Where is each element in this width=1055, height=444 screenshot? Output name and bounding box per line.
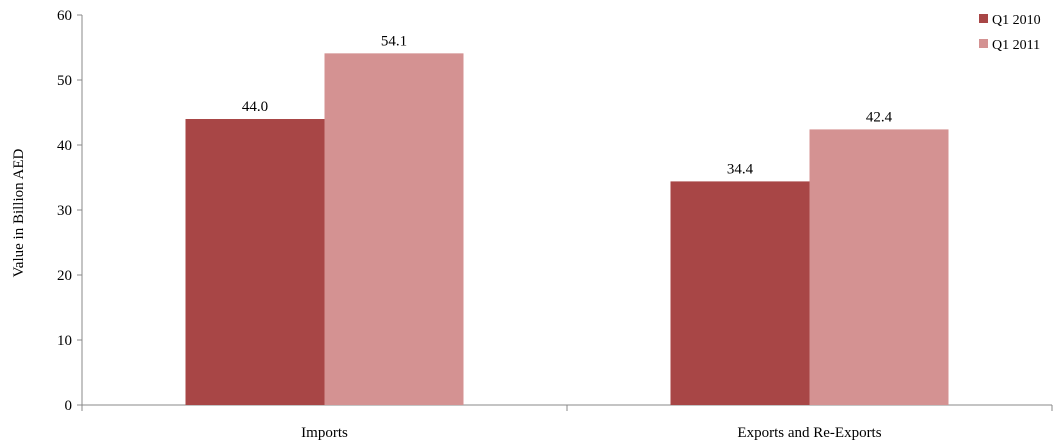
y-tick-label: 10 — [57, 333, 72, 349]
bar — [324, 53, 464, 405]
data-label: 42.4 — [866, 109, 893, 125]
legend-swatch — [979, 14, 988, 23]
legend-label: Q1 2011 — [992, 38, 1040, 53]
y-tick-label: 30 — [57, 203, 72, 219]
data-label: 34.4 — [727, 161, 754, 177]
data-label: 44.0 — [242, 99, 268, 115]
bar — [670, 181, 810, 405]
x-tick-label: Imports — [301, 425, 348, 441]
bars — [185, 53, 949, 405]
bar — [185, 119, 325, 405]
data-labels: 44.0 54.1 34.4 42.4 — [242, 33, 893, 177]
y-tick-label: 50 — [57, 73, 72, 89]
x-tick-label: Exports and Re-Exports — [737, 425, 881, 441]
y-axis: 0 10 20 30 40 50 60 — [57, 8, 83, 414]
legend: Q1 2010 Q1 2011 — [979, 13, 1041, 53]
y-tick-label: 60 — [57, 8, 72, 24]
y-tick-label: 40 — [57, 138, 72, 154]
legend-label: Q1 2010 — [992, 13, 1041, 28]
y-tick-label: 20 — [57, 268, 72, 284]
x-axis: Imports Exports and Re-Exports — [81, 404, 1053, 441]
bar — [809, 129, 949, 405]
data-label: 54.1 — [381, 33, 407, 49]
legend-swatch — [979, 39, 988, 48]
y-tick-label: 0 — [65, 398, 73, 414]
y-axis-title: Value in Billion AED — [11, 148, 27, 277]
